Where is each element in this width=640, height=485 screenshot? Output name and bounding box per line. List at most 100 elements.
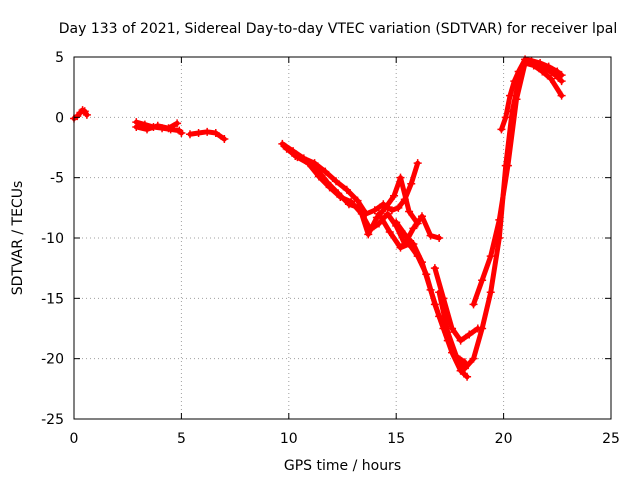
data-point-marker: [409, 240, 418, 249]
data-point-marker: [506, 91, 515, 100]
x-tick-label: 25: [602, 431, 620, 447]
data-point-marker: [456, 366, 465, 375]
data-point-marker: [405, 207, 414, 216]
data-point-marker: [347, 197, 356, 206]
data-point-marker: [426, 285, 435, 294]
chart-title: Day 133 of 2021, Sidereal Day-to-day VTE…: [59, 21, 617, 37]
x-tick-label: 0: [70, 431, 79, 447]
data-point-marker: [325, 183, 334, 192]
data-point-marker: [456, 336, 465, 345]
data-point-marker: [314, 172, 323, 181]
data-point-marker: [426, 231, 435, 240]
data-point-marker: [538, 67, 547, 76]
y-tick-label: -10: [41, 231, 64, 247]
data-point-marker: [553, 67, 562, 76]
data-point-marker: [82, 110, 91, 119]
tick-label-layer: 0 5 10 15 20 25 -25 -20 -15 -10 -5 0 5: [41, 50, 620, 447]
data-point-marker: [413, 159, 422, 168]
data-point-marker: [514, 67, 523, 76]
y-tick-label: -25: [41, 412, 64, 428]
y-tick-label: -5: [50, 171, 64, 187]
data-point-marker: [375, 209, 384, 218]
data-point-marker: [544, 62, 553, 71]
data-point-marker: [342, 185, 351, 194]
data-point-marker: [211, 129, 220, 138]
data-point-marker: [173, 119, 182, 128]
data-point-marker: [557, 91, 566, 100]
data-point-marker: [497, 125, 506, 134]
data-point-marker: [293, 153, 302, 162]
data-point-marker: [435, 288, 444, 297]
data-point-marker: [357, 209, 366, 218]
data-point-marker: [336, 192, 345, 201]
data-point-marker: [375, 219, 384, 228]
data-point-marker: [536, 59, 545, 68]
data-point-marker: [400, 230, 409, 239]
data-point-marker: [465, 330, 474, 339]
data-point-marker: [390, 191, 399, 200]
data-point-marker: [385, 227, 394, 236]
data-point-marker: [396, 173, 405, 182]
y-tick-label: 5: [55, 50, 64, 66]
y-tick-label: -20: [41, 352, 64, 368]
x-axis-title: GPS time / hours: [284, 458, 401, 474]
y-tick-label: -15: [41, 291, 64, 307]
data-point-marker: [370, 206, 379, 215]
data-point-marker: [353, 196, 362, 205]
data-point-marker: [486, 252, 495, 261]
data-point-marker: [332, 177, 341, 186]
y-axis-title: SDTVAR / TECUs: [10, 181, 26, 296]
data-point-marker: [392, 218, 401, 227]
series-arc-10: [430, 264, 482, 345]
tick-layer: [73, 56, 612, 420]
data-point-marker: [394, 203, 403, 212]
data-point-marker: [143, 125, 152, 134]
data-point-marker: [460, 364, 469, 373]
data-point-marker: [194, 129, 203, 138]
x-tick-label: 15: [387, 431, 405, 447]
data-point-marker: [409, 224, 418, 233]
data-point-marker: [452, 352, 461, 361]
data-point-marker: [478, 276, 487, 285]
data-point-marker: [463, 372, 472, 381]
data-point-marker: [546, 74, 555, 83]
data-point-marker: [396, 243, 405, 252]
data-point-marker: [282, 144, 291, 153]
data-layer: [70, 55, 566, 381]
data-point-marker: [557, 71, 566, 80]
data-point-marker: [407, 179, 416, 188]
data-point-marker: [366, 225, 375, 234]
data-point-marker: [510, 77, 519, 86]
data-point-marker: [381, 203, 390, 212]
data-point-marker: [435, 234, 444, 242]
data-point-marker: [503, 161, 512, 170]
data-point-marker: [177, 129, 186, 138]
data-point-marker: [527, 56, 536, 65]
data-point-marker: [430, 264, 439, 273]
x-tick-label: 10: [280, 431, 298, 447]
x-tick-label: 20: [495, 431, 513, 447]
data-point-marker: [495, 215, 504, 224]
data-point-marker: [443, 328, 452, 337]
data-point-marker: [364, 230, 373, 239]
data-point-marker: [153, 121, 162, 130]
series-arc-7: [282, 144, 444, 249]
series-arc-4: [185, 127, 229, 144]
data-point-marker: [164, 124, 173, 133]
data-point-marker: [185, 130, 194, 139]
data-point-marker: [501, 113, 510, 122]
x-tick-label: 5: [177, 431, 186, 447]
data-point-marker: [387, 206, 396, 215]
data-point-marker: [512, 95, 521, 104]
data-point-marker: [469, 354, 478, 363]
data-point-marker: [486, 288, 495, 297]
data-point-marker: [417, 258, 426, 267]
y-tick-label: 0: [55, 110, 64, 126]
series-arc-3: [132, 119, 182, 134]
data-point-marker: [383, 209, 392, 218]
data-point-marker: [304, 159, 313, 168]
data-point-marker: [478, 324, 487, 333]
